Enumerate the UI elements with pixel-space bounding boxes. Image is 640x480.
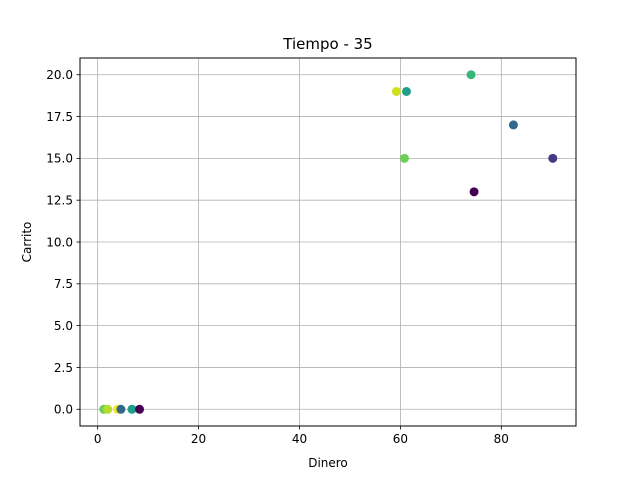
data-point [401,86,411,96]
y-axis-label: Carrito [20,222,34,263]
data-point [466,70,476,80]
data-point [391,86,401,96]
axis-ticks: 0 20 40 60 80 0.0 2.5 5.0 7.5 10.0 12.5 15.0 17.5 20.… [46,68,509,446]
y-tick-label: 20.0 [46,68,73,82]
y-tick-label: 12.5 [46,193,73,207]
y-tick-label: 2.5 [54,361,73,375]
y-tick-label: 0.0 [54,403,73,417]
x-tick-label: 80 [494,432,509,446]
x-axis-label: Dinero [308,456,348,470]
data-point [127,404,137,414]
y-tick-label: 15.0 [46,152,73,166]
chart-title: Tiempo - 35 [282,35,372,53]
data-point [399,153,409,163]
data-point [508,120,518,130]
data-point [548,153,558,163]
y-tick-label: 10.0 [46,235,73,249]
data-point [103,404,113,414]
x-tick-label: 0 [94,432,102,446]
x-tick-label: 40 [292,432,307,446]
y-tick-label: 17.5 [46,110,73,124]
grid-lines [80,58,576,426]
data-point [469,187,479,197]
y-tick-label: 5.0 [54,319,73,333]
y-tick-label: 7.5 [54,277,73,291]
x-tick-label: 20 [191,432,206,446]
data-point [135,404,145,414]
data-points [99,70,558,414]
data-point [116,404,126,414]
x-tick-label: 60 [393,432,408,446]
